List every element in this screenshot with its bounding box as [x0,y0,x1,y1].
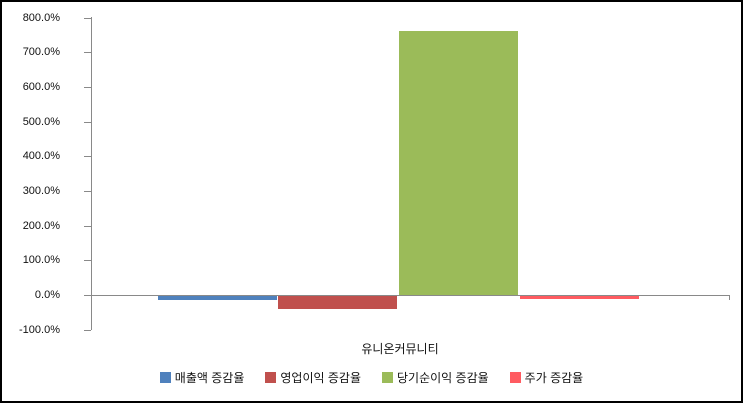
y-axis-tick-label: 600.0% [22,80,60,93]
y-axis-tick-mark [84,260,91,262]
legend-label: 매출액 증감율 [174,371,245,385]
x-axis-line [91,295,729,296]
y-axis-tick-mark [84,329,91,331]
legend-item: 주가 증감율 [509,369,584,386]
legend-label: 영업이익 증감율 [280,371,361,385]
y-axis-tick-label: 200.0% [22,219,60,232]
bar [158,295,277,300]
y-axis-tick-label: 700.0% [22,46,60,59]
y-axis-tick-mark [84,295,91,296]
y-axis-tick-mark [84,86,91,88]
legend-swatch-icon [265,372,277,383]
x-axis-end-tick [729,295,730,300]
y-axis-tick-label: 0.0% [34,289,60,301]
bar [520,295,639,300]
y-axis-tick-mark [84,121,91,123]
y-axis-tick-mark [84,52,91,54]
legend-item: 매출액 증감율 [159,369,245,386]
legend-label: 주가 증감율 [524,371,584,385]
y-axis-tick-mark [84,156,91,158]
y-axis-tick-label: 300.0% [22,184,60,197]
legend-item: 당기순이익 증감율 [382,369,489,386]
legend-swatch-icon [159,372,171,383]
bar [278,295,397,310]
y-axis-tick-mark [84,17,91,19]
y-axis-tick-label: 800.0% [22,11,60,24]
legend-label: 당기순이익 증감율 [397,371,489,385]
y-axis-line [91,17,92,330]
bar [399,31,518,295]
y-axis-tick-label: 100.0% [22,254,60,267]
legend-swatch-icon [382,372,393,383]
y-axis-tick-label: -100.0% [19,323,60,336]
legend-swatch-icon [509,372,521,383]
y-axis-tick-mark [84,190,91,192]
category-label: 유니온커뮤니티 [361,342,439,356]
legend: 매출액 증감율 영업이익 증감율 당기순이익 증감율 주가 증감율 [2,369,741,386]
y-axis-tick-label: 400.0% [22,150,60,163]
legend-item: 영업이익 증감율 [265,369,361,386]
y-axis-tick-mark [84,225,91,227]
y-axis-tick-label: 500.0% [22,115,60,128]
